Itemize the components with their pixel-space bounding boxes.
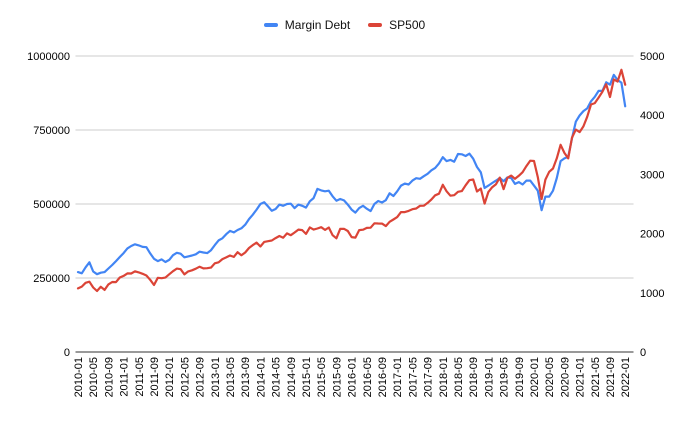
x-axis-tick-label: 2016-01 — [347, 357, 359, 397]
x-axis-tick-label: 2022-01 — [620, 357, 632, 397]
left-axis-tick-label: 750000 — [33, 125, 70, 137]
x-axis-tick-label: 2011-09 — [149, 357, 161, 397]
x-axis-tick-label: 2013-09 — [240, 357, 252, 397]
left-axis-tick-label: 500000 — [33, 199, 70, 211]
x-axis-tick-label: 2017-09 — [423, 357, 435, 397]
margin-debt-swatch-icon — [263, 23, 278, 27]
right-axis-tick-label: 4000 — [640, 110, 664, 122]
x-axis-tick-label: 2015-01 — [301, 357, 313, 397]
x-axis-tick-label: 2019-09 — [514, 357, 526, 397]
x-axis-tick-label: 2018-05 — [453, 357, 465, 397]
x-axis-tick-label: 2010-01 — [73, 357, 85, 397]
x-axis-tick-label: 2010-05 — [88, 357, 100, 397]
x-axis-tick-label: 2018-09 — [468, 357, 480, 397]
left-axis-tick-label: 1000000 — [27, 51, 70, 63]
x-axis-tick-label: 2021-09 — [605, 357, 617, 397]
x-axis-tick-label: 2015-09 — [331, 357, 343, 397]
x-axis-tick-label: 2020-01 — [529, 357, 541, 397]
legend-item-margin-debt: Margin Debt — [263, 18, 351, 32]
x-axis-tick-label: 2013-01 — [210, 357, 222, 397]
right-axis-tick-label: 0 — [640, 347, 646, 359]
x-axis-tick-label: 2014-05 — [271, 357, 283, 397]
x-axis-tick-label: 2010-09 — [103, 357, 115, 397]
x-axis-tick-label: 2013-05 — [225, 357, 237, 397]
right-axis-tick-label: 2000 — [640, 229, 664, 241]
x-axis-tick-label: 2018-01 — [438, 357, 450, 397]
x-axis-tick-label: 2012-05 — [179, 357, 191, 397]
right-axis-tick-label: 5000 — [640, 51, 664, 63]
left-axis-tick-label: 250000 — [33, 273, 70, 285]
series-line-sp500 — [76, 68, 627, 293]
x-axis-tick-label: 2021-05 — [590, 357, 602, 397]
x-axis-tick-label: 2021-01 — [575, 357, 587, 397]
x-axis-tick-label: 2017-01 — [392, 357, 404, 397]
x-axis-tick-label: 2014-01 — [255, 357, 267, 397]
sp500-swatch-icon — [368, 23, 383, 27]
x-axis-tick-label: 2014-09 — [286, 357, 298, 397]
right-axis-tick-label: 1000 — [640, 288, 664, 300]
x-axis-tick-label: 2015-05 — [316, 357, 328, 397]
x-axis-tick-label: 2020-09 — [559, 357, 571, 397]
chart-legend: Margin Debt SP500 — [0, 18, 689, 32]
x-axis-tick-label: 2016-05 — [362, 357, 374, 397]
x-axis-tick-label: 2011-05 — [134, 357, 146, 397]
x-axis-tick-label: 2019-01 — [483, 357, 495, 397]
x-axis-tick-label: 2019-05 — [499, 357, 511, 397]
x-axis-tick-label: 2020-05 — [544, 357, 556, 397]
legend-label-sp500: SP500 — [389, 18, 426, 32]
legend-item-sp500: SP500 — [368, 18, 425, 32]
x-axis-tick-label: 2017-05 — [407, 357, 419, 397]
right-axis-tick-label: 3000 — [640, 169, 664, 181]
series-line-margin-debt — [76, 73, 627, 276]
x-axis-tick-label: 2012-01 — [164, 357, 176, 397]
x-axis-tick-label: 2016-09 — [377, 357, 389, 397]
x-axis-tick-label: 2012-09 — [195, 357, 207, 397]
legend-label-margin-debt: Margin Debt — [284, 18, 351, 32]
left-axis-tick-label: 0 — [64, 347, 70, 359]
x-axis-tick-label: 2011-01 — [119, 357, 131, 397]
